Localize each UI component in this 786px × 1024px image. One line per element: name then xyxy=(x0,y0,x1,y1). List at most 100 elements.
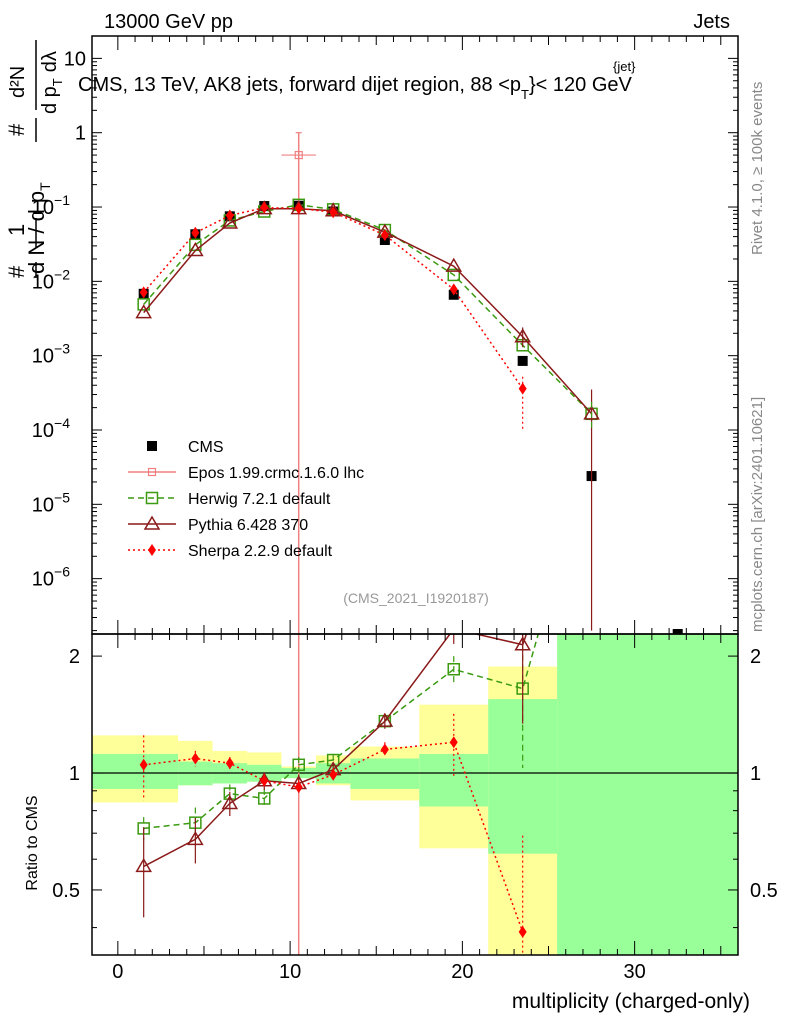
legend-label-epos: Epos 1.99.crmc.1.6.0 lhc xyxy=(188,465,364,482)
y-tick-label-5: 10−4 xyxy=(32,415,70,442)
sherpa-ratio-point-2 xyxy=(225,757,234,770)
x-tick-label-0: 0 xyxy=(112,961,123,983)
y-label-hash: # xyxy=(4,265,29,278)
x-tick-label-3: 30 xyxy=(624,961,646,983)
sherpa-point-0 xyxy=(139,286,148,299)
sherpa-point-2 xyxy=(225,209,234,222)
y-axis-label: # 1 d N / d pT # d²N d pTdλ xyxy=(4,40,65,278)
pythia-ratio-line xyxy=(143,634,528,868)
legend-marker-pythia xyxy=(143,515,161,530)
stat-band-9 xyxy=(557,634,738,955)
analysis-label: (CMS_2021_I1920187) xyxy=(343,590,489,606)
stat-band-7 xyxy=(419,753,489,807)
mcplots-label: mcplots.cern.ch [arXiv:2401.10621] xyxy=(749,397,766,632)
ratio-tick-label-left-2: 2 xyxy=(69,646,80,668)
x-axis-label: multiplicity (charged-only) xyxy=(512,990,750,1013)
herwig-ratio-point-4 xyxy=(292,758,305,772)
y-label-den-tail: dλ xyxy=(39,51,61,72)
ratio-bands xyxy=(92,634,738,955)
y-tick-label-6: 10−5 xyxy=(32,489,70,516)
y-tick-base: 10 xyxy=(32,346,54,368)
stat-band-0 xyxy=(92,753,179,789)
y-tick-label-2: 10−1 xyxy=(32,192,70,219)
pythia-ratio-point-8 xyxy=(514,636,531,651)
y-tick-base: 10 xyxy=(32,420,54,442)
pythia-ratio-point-0 xyxy=(135,857,152,873)
stat-band-6 xyxy=(350,758,420,789)
ratio-tick-label-left-0: 0.5 xyxy=(52,880,80,902)
sherpa-ratio-point-6 xyxy=(380,743,389,756)
ratio-tick-label-right-2: 2 xyxy=(750,646,761,668)
pythia-ratio-point-2 xyxy=(221,794,239,810)
y-label-dndpt-text: d N / d p xyxy=(24,191,49,274)
y-label-den-sub: T xyxy=(50,78,65,86)
herwig-line xyxy=(143,204,593,415)
pythia-ratio-point-1 xyxy=(187,830,204,846)
y-tick-exp: −5 xyxy=(54,489,70,505)
herwig-ratio-line xyxy=(143,634,540,830)
y-label-num: d²N xyxy=(7,66,29,98)
legend-label-herwig: Herwig 7.2.1 default xyxy=(188,491,331,508)
y-tick-label-4: 10−3 xyxy=(32,341,70,368)
legend-marker-herwig xyxy=(145,491,159,505)
sherpa-ratio-point-1 xyxy=(191,752,200,765)
y-label-dndpt: d N / d pT xyxy=(24,182,53,274)
pythia-point-1 xyxy=(187,242,204,257)
pythia-ratio-point-6 xyxy=(376,712,394,727)
pythia-point-0 xyxy=(135,304,152,319)
y-label-dndpt-sub: T xyxy=(37,182,53,191)
y-label-hash2: # xyxy=(4,123,29,136)
herwig-ratio-point-7 xyxy=(447,663,461,676)
plot-title-main: CMS, 13 TeV, AK8 jets, forward dijet reg… xyxy=(78,74,521,96)
y-tick-exp: −4 xyxy=(54,415,70,431)
legend-marker-cms xyxy=(147,441,157,451)
herwig-point-7 xyxy=(447,268,461,282)
legend-label-cms: CMS xyxy=(188,439,224,456)
sherpa-point-4 xyxy=(294,202,303,215)
ratio-frame xyxy=(91,633,739,956)
y-tick-label-3: 10−2 xyxy=(32,266,70,293)
sherpa-point-3 xyxy=(260,201,269,214)
plot-title-sub: T xyxy=(521,87,529,102)
y-tick-label-7: 10−6 xyxy=(32,564,70,591)
plot-title-end: }< 120 GeV xyxy=(529,74,633,96)
sherpa-ratio-point-7 xyxy=(449,736,458,749)
y-label-den-text: d p xyxy=(39,86,61,114)
y-label-den: d pTdλ xyxy=(39,51,65,114)
pythia-line xyxy=(143,207,593,415)
y-tick-exp: −2 xyxy=(54,266,70,282)
sherpa-ratio-point-4 xyxy=(294,781,303,794)
sherpa-line xyxy=(143,206,524,390)
epos-point xyxy=(294,150,303,160)
pythia-point-2 xyxy=(221,214,239,229)
ratio-y-label: Ratio to CMS xyxy=(24,795,41,890)
pythia-point-7 xyxy=(445,257,463,272)
category-label: Jets xyxy=(693,11,730,33)
y-tick-exp: −3 xyxy=(54,341,70,357)
legend-marker-sherpa xyxy=(148,544,156,556)
rivet-label: Rivet 4.1.0, ≥ 100k events xyxy=(749,82,766,255)
y-tick-base: 10 xyxy=(32,197,54,219)
sherpa-ratio-point-8 xyxy=(518,925,527,938)
legend-label-sherpa: Sherpa 2.2.9 default xyxy=(188,543,333,560)
legend: CMS Epos 1.99.crmc.1.6.0 lhc Herwig 7.2.1 … xyxy=(128,439,364,560)
y-tick-base: 10 xyxy=(32,271,54,293)
ratio-tick-label-right-1: 1 xyxy=(750,763,761,785)
sherpa-ratio-point-3 xyxy=(260,774,269,787)
sherpa-point-6 xyxy=(380,229,389,242)
y-tick-label-1: 1 xyxy=(75,123,86,145)
sherpa-point-7 xyxy=(449,283,458,296)
herwig-point-0 xyxy=(137,298,150,311)
main-plot-marks xyxy=(135,132,683,634)
y-tick-exp: −1 xyxy=(54,192,70,208)
cms-point-8 xyxy=(517,355,528,366)
sherpa-ratio-point-5 xyxy=(329,768,338,781)
main-panel xyxy=(92,36,738,634)
energy-label: 13000 GeV pp xyxy=(104,11,233,33)
legend-marker-epos xyxy=(147,467,157,477)
plot-title-sup: {jet} xyxy=(613,59,636,74)
ratio-tick-label-right-0: 0.5 xyxy=(750,880,778,902)
plot-title: CMS, 13 TeV, AK8 jets, forward dijet reg… xyxy=(78,74,633,102)
y-tick-exp: −6 xyxy=(54,564,70,580)
ratio-plot-marks xyxy=(92,634,738,955)
